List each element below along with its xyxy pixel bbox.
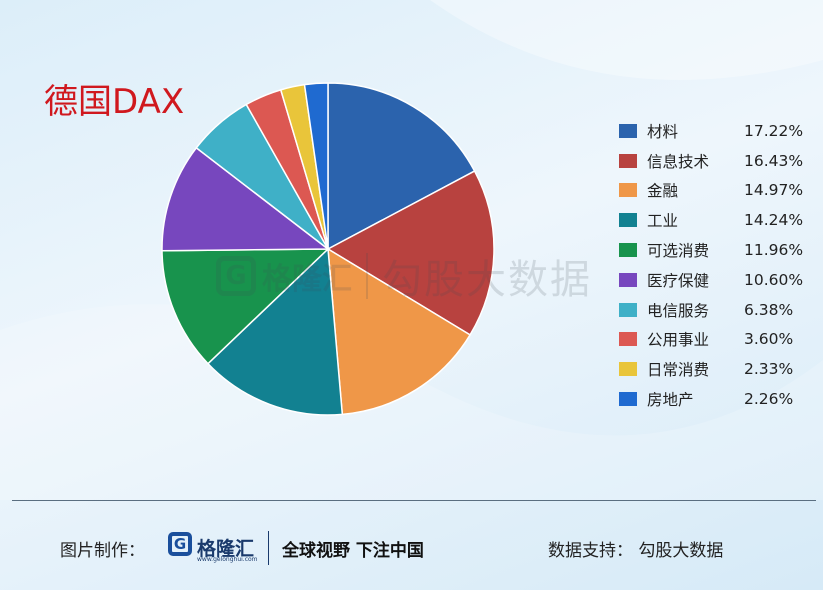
legend: 材料 17.22% 信息技术 16.43% 金融 14.97% 工业 14.24% 可选消费 11… [619, 116, 803, 414]
legend-label: 金融 [647, 182, 679, 201]
footer-brand: 格隆汇 [197, 538, 255, 560]
legend-swatch [619, 332, 637, 347]
legend-value: 14.97% [744, 181, 804, 200]
legend-swatch [619, 243, 637, 258]
legend-item: 工业 14.24% [619, 205, 803, 235]
pie-slice-4 [206, 247, 344, 416]
footer-data-support: 数据支持： 勾股大数据 [548, 541, 724, 561]
legend-value: 2.33% [744, 360, 794, 379]
pie-slice-5 [161, 248, 330, 365]
legend-item: 日常消费 2.33% [619, 354, 803, 384]
legend-swatch [619, 153, 637, 168]
legend-swatch [619, 183, 637, 198]
legend-value: 16.43% [744, 151, 804, 170]
footer-slogan: 全球视野 下注中国 [282, 541, 424, 561]
legend-value: 10.60% [744, 270, 804, 289]
legend-label: 医疗保健 [647, 271, 710, 290]
legend-label: 房地产 [647, 391, 694, 410]
legend-item: 公用事业 3.60% [619, 325, 803, 355]
watermark-text: 勾股大数据 [382, 257, 592, 303]
legend-label: 工业 [647, 212, 679, 231]
legend-swatch [619, 213, 637, 228]
legend-item: 信息技术 16.43% [619, 146, 803, 176]
legend-item: 电信服务 6.38% [619, 295, 803, 325]
footer: 图片制作： G 格隆汇 www.gelonghui.com 全球视野 下注中国 … [0, 501, 823, 590]
pie-slice-2 [326, 170, 495, 336]
legend-value: 14.24% [744, 211, 804, 230]
legend-swatch [619, 392, 637, 407]
legend-value: 17.22% [744, 121, 804, 140]
legend-item: 医疗保健 10.60% [619, 265, 803, 295]
legend-label: 可选消费 [647, 242, 710, 261]
legend-value: 6.38% [744, 300, 794, 319]
legend-value: 11.96% [744, 241, 804, 260]
legend-item: 材料 17.22% [619, 116, 803, 146]
pie-chart [161, 82, 495, 416]
watermark: G 格隆汇 勾股大数据 [216, 248, 592, 304]
pie-slice-1 [327, 82, 476, 251]
legend-swatch [619, 123, 637, 138]
chart-title: 德国DAX [44, 82, 185, 122]
legend-label: 公用事业 [647, 331, 710, 350]
legend-item: 金融 14.97% [619, 176, 803, 206]
legend-value: 2.26% [744, 390, 794, 409]
legend-value: 3.60% [744, 330, 794, 349]
watermark-brand: 格隆汇 [262, 262, 352, 297]
legend-label: 信息技术 [647, 152, 710, 171]
legend-label: 日常消费 [647, 361, 710, 380]
legend-swatch [619, 362, 637, 377]
watermark-logo-icon: G [216, 256, 256, 296]
legend-swatch [619, 272, 637, 287]
pie-slice-3 [327, 247, 472, 416]
footer-logo-icon: G [168, 532, 192, 556]
footer-credit-label: 图片制作： [60, 541, 145, 561]
footer-divider [12, 500, 816, 501]
legend-label: 电信服务 [647, 301, 710, 320]
legend-label: 材料 [647, 122, 679, 141]
footer-separator [268, 531, 269, 565]
legend-item: 可选消费 11.96% [619, 235, 803, 265]
pie-slice-6 [161, 146, 331, 252]
watermark-separator [366, 253, 368, 299]
pie-slice-10 [303, 82, 329, 250]
legend-item: 房地产 2.26% [619, 384, 803, 414]
footer-brand-url: www.gelonghui.com [197, 556, 258, 563]
legend-swatch [619, 302, 637, 317]
